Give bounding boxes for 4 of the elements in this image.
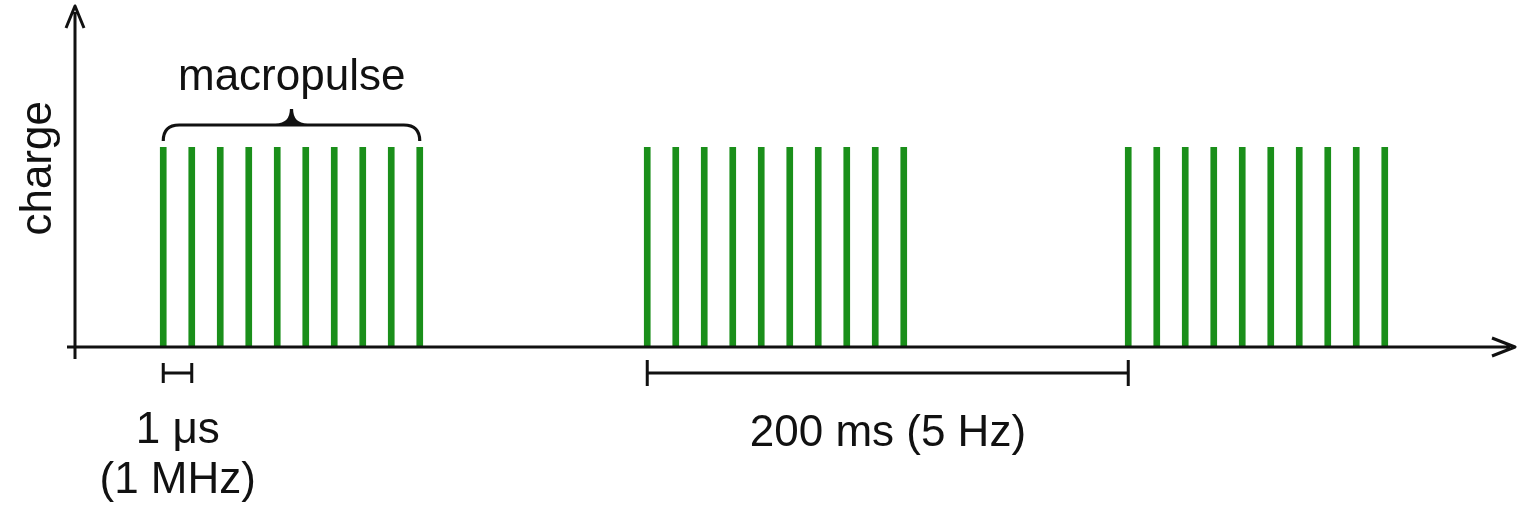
text: macropulse — [178, 49, 406, 101]
text: 200 ms (5 Hz) — [749, 405, 1027, 457]
text: 1 μs (1 MHz) — [99, 402, 256, 504]
y-axis-title: charge — [10, 100, 61, 236]
